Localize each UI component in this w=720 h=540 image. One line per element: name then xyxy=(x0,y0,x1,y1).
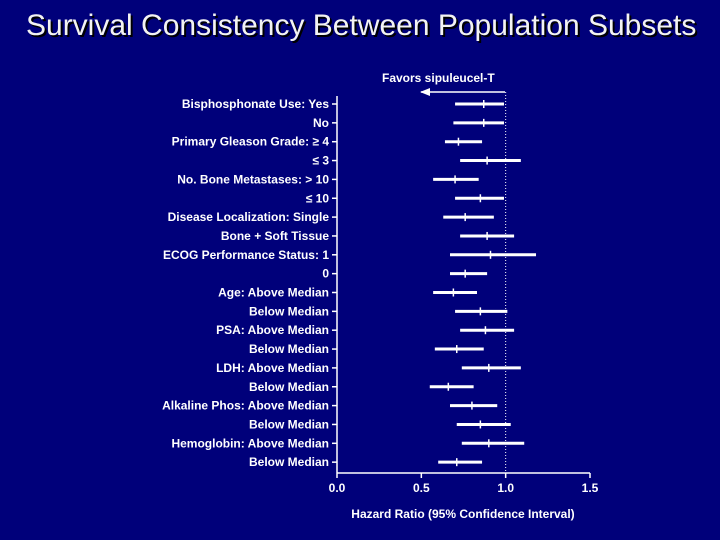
forest-row: Disease Localization: Single xyxy=(168,210,494,224)
forest-row: Below Median xyxy=(249,342,484,356)
ticks-layer: 0.0 0.5 1.0 1.5 xyxy=(329,473,599,495)
forest-row: Primary Gleason Grade: ≥ 4 xyxy=(172,135,483,149)
forest-row: PSA: Above Median xyxy=(216,323,515,337)
forest-row: No. Bone Metastases: > 10 xyxy=(177,172,479,186)
slide-title: Survival Consistency Between Population … xyxy=(26,9,697,42)
favors-label: Favors sipuleucel-T xyxy=(382,71,495,85)
rows-layer: Bisphosphonate Use: Yes No Primary Gleason… xyxy=(162,97,537,469)
row-label: Disease Localization: Single xyxy=(168,210,330,224)
x-tick-label: 0.5 xyxy=(413,481,430,495)
x-tick-label: 1.0 xyxy=(497,481,514,495)
x-axis-title: Hazard Ratio (95% Confidence Interval) xyxy=(351,507,574,521)
forest-row: Hemoglobin: Above Median xyxy=(171,436,525,450)
row-label: 0 xyxy=(322,267,329,281)
forest-row: ≤ 3 xyxy=(312,154,521,168)
row-label: Bisphosphonate Use: Yes xyxy=(182,97,329,111)
row-label: Alkaline Phos: Above Median xyxy=(162,399,329,413)
forest-row: No xyxy=(313,116,504,130)
row-label: No xyxy=(313,116,329,130)
row-label: ECOG Performance Status: 1 xyxy=(163,248,329,262)
row-label: No. Bone Metastases: > 10 xyxy=(177,172,329,186)
forest-row: Below Median xyxy=(249,304,508,318)
row-label: ≤ 3 xyxy=(312,154,329,168)
row-label: Bone + Soft Tissue xyxy=(221,229,329,243)
row-label: Below Median xyxy=(249,455,329,469)
row-label: PSA: Above Median xyxy=(216,323,329,337)
x-tick-label: 1.5 xyxy=(582,481,599,495)
forest-row: LDH: Above Median xyxy=(216,361,521,375)
forest-row: Bisphosphonate Use: Yes xyxy=(182,97,504,111)
row-label: Hemoglobin: Above Median xyxy=(171,436,329,450)
forest-row: ≤ 10 xyxy=(306,191,504,205)
row-label: Below Median xyxy=(249,342,329,356)
row-label: ≤ 10 xyxy=(306,191,330,205)
forest-row: 0 xyxy=(322,267,488,281)
row-label: Age: Above Median xyxy=(218,286,329,300)
forest-row: Below Median xyxy=(249,380,474,394)
row-label: LDH: Above Median xyxy=(216,361,329,375)
forest-row: Below Median xyxy=(249,455,483,469)
forest-row: Alkaline Phos: Above Median xyxy=(162,399,498,413)
forest-row: Bone + Soft Tissue xyxy=(221,229,515,243)
forest-row: ECOG Performance Status: 1 xyxy=(163,248,537,262)
row-label: Primary Gleason Grade: ≥ 4 xyxy=(172,135,330,149)
x-tick-label: 0.0 xyxy=(329,481,346,495)
row-label: Below Median xyxy=(249,380,329,394)
forest-row: Age: Above Median xyxy=(218,286,477,300)
row-label: Below Median xyxy=(249,417,329,431)
row-label: Below Median xyxy=(249,304,329,318)
forest-row: Below Median xyxy=(249,417,511,431)
